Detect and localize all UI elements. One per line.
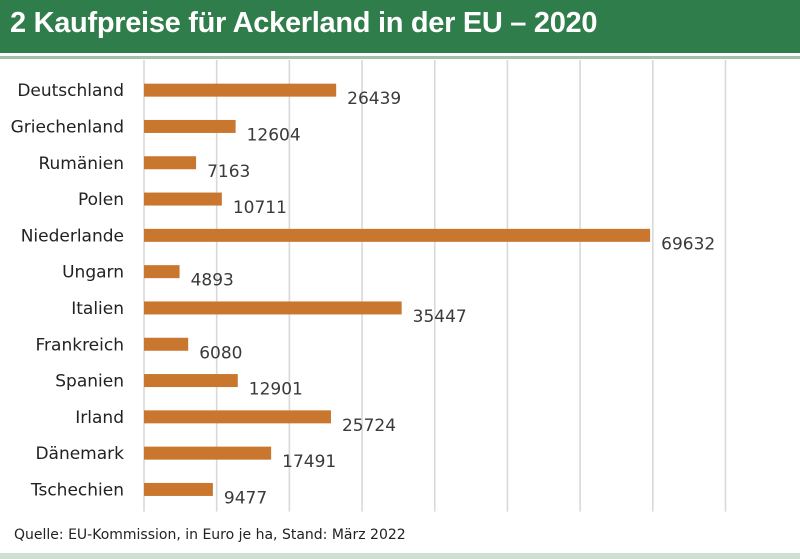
bar bbox=[144, 410, 331, 424]
category-label: Spanien bbox=[55, 372, 124, 392]
category-label: Italien bbox=[71, 299, 124, 319]
bar bbox=[144, 228, 651, 242]
bar bbox=[144, 482, 213, 496]
value-labels: 26439 12604 7163 10711 69632 4893 35447 6080 129… bbox=[191, 89, 716, 508]
category-labels: Deutschland Griechenland Rumänien Polen Nied… bbox=[11, 81, 125, 500]
category-label: Deutschland bbox=[17, 81, 124, 101]
bar bbox=[144, 192, 222, 206]
gridlines bbox=[143, 60, 727, 512]
bar bbox=[144, 374, 238, 388]
value-label: 69632 bbox=[661, 234, 715, 254]
value-label: 17491 bbox=[282, 452, 336, 472]
bar bbox=[144, 265, 180, 279]
bar bbox=[144, 83, 337, 97]
category-label: Ungarn bbox=[62, 263, 124, 283]
value-label: 9477 bbox=[224, 488, 267, 508]
bars bbox=[144, 83, 651, 496]
category-label: Niederlande bbox=[21, 226, 124, 246]
category-label: Polen bbox=[78, 190, 124, 210]
category-label: Irland bbox=[75, 408, 124, 428]
value-label: 12901 bbox=[249, 380, 303, 400]
source-note: Quelle: EU-Kommission, in Euro je ha, St… bbox=[14, 527, 406, 543]
bar-chart: Deutschland Griechenland Rumänien Polen Nied… bbox=[11, 60, 727, 512]
chart-header: 2 Kaufpreise für Ackerland in der EU – 2… bbox=[0, 0, 800, 53]
value-label: 6080 bbox=[199, 343, 242, 363]
category-label: Griechenland bbox=[11, 117, 124, 137]
bar bbox=[144, 156, 197, 170]
value-label: 7163 bbox=[207, 162, 250, 182]
value-label: 26439 bbox=[347, 89, 401, 109]
value-label: 4893 bbox=[191, 271, 234, 291]
value-label: 12604 bbox=[247, 125, 301, 145]
bar bbox=[144, 301, 402, 315]
bar bbox=[144, 337, 189, 351]
category-label: Tschechien bbox=[30, 480, 124, 500]
category-label: Rumänien bbox=[38, 154, 124, 174]
bar bbox=[144, 446, 272, 460]
category-label: Frankreich bbox=[36, 335, 125, 355]
value-label: 25724 bbox=[342, 416, 396, 436]
bar bbox=[144, 119, 236, 133]
footer-divider bbox=[0, 553, 800, 559]
chart-title: 2 Kaufpreise für Ackerland in der EU – 2… bbox=[10, 7, 598, 39]
header-divider bbox=[0, 56, 800, 59]
value-label: 10711 bbox=[233, 198, 287, 218]
category-label: Dänemark bbox=[35, 444, 124, 464]
value-label: 35447 bbox=[413, 307, 467, 327]
